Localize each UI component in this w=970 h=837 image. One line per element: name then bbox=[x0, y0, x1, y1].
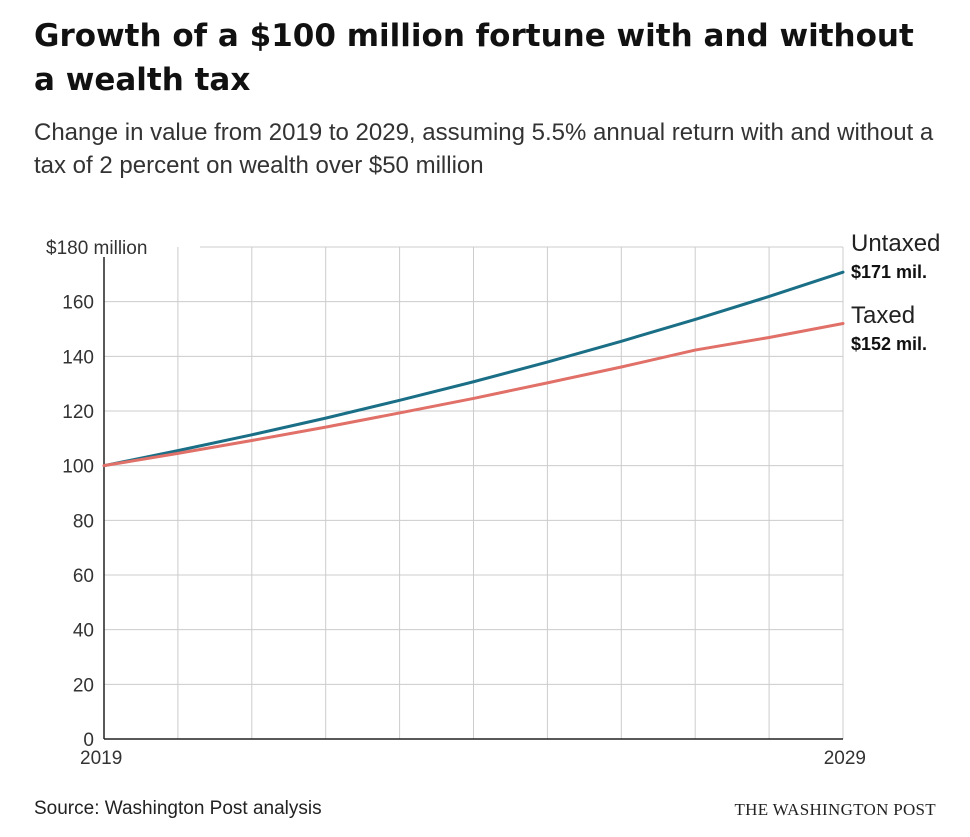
publisher-credit: THE WASHINGTON POST bbox=[734, 800, 936, 819]
y-tick-label: 40 bbox=[73, 621, 94, 642]
x-tick-label: 2029 bbox=[824, 748, 866, 769]
y-tick-label: 140 bbox=[62, 347, 94, 368]
y-tick-label: 100 bbox=[62, 457, 94, 478]
series-label-untaxed: Untaxed bbox=[851, 230, 940, 257]
series-line-taxed bbox=[102, 322, 845, 468]
y-tick-label: $180 million bbox=[46, 238, 147, 259]
y-tick-label: 80 bbox=[73, 511, 94, 532]
source-note: Source: Washington Post analysis bbox=[34, 798, 322, 819]
chart-subtitle: Change in value from 2019 to 2029, assum… bbox=[34, 119, 934, 179]
y-tick-label: 60 bbox=[73, 566, 94, 587]
y-tick-label: 20 bbox=[73, 675, 94, 696]
line-chart: 0 20 40 60 80 100 120 140 160 $180 million 2019 202… bbox=[46, 230, 940, 769]
x-tick-label: 2019 bbox=[80, 748, 122, 769]
series-end-value-untaxed: $171 mil. bbox=[851, 262, 927, 282]
series-line-untaxed bbox=[102, 270, 845, 468]
y-tick-label: 160 bbox=[62, 293, 94, 314]
chart-title: Growth of a $100 million fortune with an… bbox=[34, 18, 914, 98]
series-end-value-taxed: $152 mil. bbox=[851, 334, 927, 354]
series-label-taxed: Taxed bbox=[851, 302, 915, 329]
y-tick-label: 120 bbox=[62, 402, 94, 423]
y-tick-label: 0 bbox=[83, 730, 94, 751]
